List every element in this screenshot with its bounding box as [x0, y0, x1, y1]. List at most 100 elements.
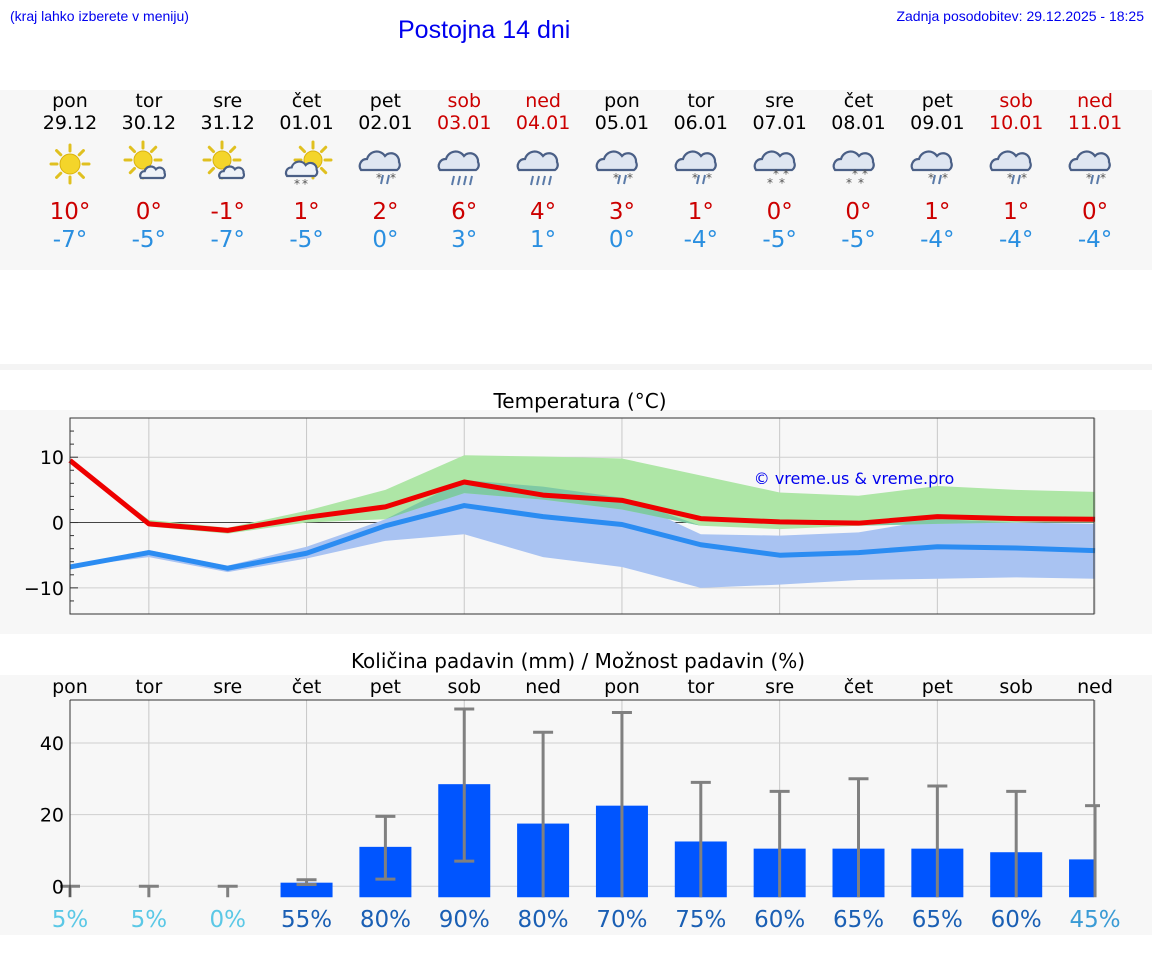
svg-text:*: *	[294, 177, 300, 190]
watermark: © vreme.us & vreme.pro	[754, 469, 955, 488]
day-name: tor	[135, 90, 163, 112]
max-temperature: -1°	[210, 199, 245, 225]
svg-text:*: *	[928, 171, 934, 185]
temp-ytick-label: −10	[24, 578, 64, 600]
page-title: Postojna 14 dni	[398, 16, 571, 44]
svg-text:*: *	[779, 176, 785, 190]
day-date: 02.01	[358, 112, 413, 134]
cloud-sleet-icon: * *	[674, 150, 717, 185]
day-forecast: tor 06.01 * * 1° -4°	[662, 90, 740, 254]
svg-text:*: *	[1021, 171, 1027, 185]
min-temperature: -7°	[52, 227, 88, 253]
min-temperature: 0°	[608, 227, 635, 253]
max-temperature: 1°	[687, 199, 714, 225]
day-date: 03.01	[437, 112, 492, 134]
min-temperature: -4°	[1077, 227, 1113, 253]
precip-day-label: ned	[1077, 676, 1113, 698]
temperature-chart: Temperatura (°C) −10 0 10 © vreme.us & vre…	[24, 389, 1096, 615]
day-name: sob	[999, 90, 1033, 112]
precip-probability-label: 5%	[52, 907, 89, 933]
precip-probability-label: 70%	[596, 907, 647, 933]
precip-probability-label: 45%	[1069, 907, 1120, 933]
sun-icon	[49, 143, 91, 185]
precip-day-label: sre	[213, 676, 242, 698]
cloud-snow-icon: * ** *	[753, 150, 796, 190]
tmin-range-band	[70, 480, 1096, 588]
svg-text:*: *	[862, 167, 868, 181]
day-date: 01.01	[279, 112, 334, 134]
precip-day-label: sre	[765, 676, 794, 698]
day-date: 06.01	[673, 112, 728, 134]
svg-text:*: *	[376, 171, 382, 185]
temperature-y-axis: −10 0 10	[24, 430, 78, 602]
max-temperature: 1°	[1003, 199, 1030, 225]
svg-text:*: *	[942, 171, 948, 185]
day-name: ned	[525, 90, 561, 112]
sun-cloud-icon	[202, 140, 245, 180]
cloud-sleet-icon: * *	[989, 150, 1033, 185]
temperature-chart-title: Temperatura (°C)	[492, 389, 666, 413]
cloud-sleet-icon: * *	[595, 150, 638, 185]
svg-text:*: *	[706, 171, 712, 185]
svg-text:*: *	[692, 171, 698, 185]
max-temperature: 1°	[924, 199, 951, 225]
max-temperature: 4°	[530, 199, 557, 225]
cloud-sleet-icon: * *	[910, 150, 954, 185]
precip-probability-label: 90%	[439, 907, 490, 933]
svg-text:*: *	[773, 167, 779, 181]
precip-day-label: pet	[370, 676, 401, 698]
tmax-line	[68, 458, 1096, 533]
precip-day-label: čet	[292, 676, 322, 698]
day-name: tor	[687, 90, 715, 112]
day-name: čet	[843, 90, 874, 112]
day-forecast: pon 29.12 10° -7°	[31, 90, 109, 254]
precipitation-whiskers	[60, 707, 1100, 898]
min-temperature: -5°	[841, 227, 876, 253]
day-date: 10.01	[988, 112, 1044, 134]
day-name: pon	[604, 90, 640, 112]
precip-ytick-label: 20	[40, 805, 64, 827]
last-update: Zadnja posodobitev: 29.12.2025 - 18:25	[896, 8, 1144, 24]
location-hint: (kraj lahko izberete v meniju)	[10, 8, 189, 24]
max-temperature: 2°	[372, 199, 399, 225]
precip-probability-label: 80%	[360, 907, 411, 933]
precip-bar	[280, 882, 333, 898]
daily-forecast-panel	[0, 90, 1152, 270]
precipitation-probability-row: 5% 5% 0% 55% 80% 90% 80% 70% 75% 60% 65% 65% 60% 45%	[52, 907, 1121, 933]
min-temperature: -5°	[131, 227, 167, 253]
temp-ytick-label: 0	[52, 513, 64, 535]
min-temperature: 0°	[372, 227, 399, 253]
day-forecast: sob 10.01 * * 1° -4°	[977, 90, 1055, 254]
precip-day-label: sob	[999, 676, 1033, 698]
day-forecast: ned 11.01 * * 0° -4°	[1056, 90, 1134, 254]
day-name: sre	[765, 90, 795, 112]
day-date: 09.01	[910, 112, 965, 134]
cloud-snow-icon: * ** *	[832, 150, 875, 190]
day-forecast: čet 01.01 * * 1° -5°	[268, 90, 346, 254]
precip-probability-label: 60%	[754, 907, 805, 933]
day-name: sob	[447, 90, 482, 112]
day-date: 11.01	[1067, 112, 1123, 134]
temperature-plot-frame	[69, 417, 1095, 615]
day-forecast: pon 05.01 * * 3° 0°	[583, 90, 661, 254]
precip-probability-label: 65%	[833, 907, 884, 933]
precip-probability-label: 65%	[912, 907, 963, 933]
precipitation-y-axis: 0 20 40	[40, 700, 71, 898]
svg-text:*: *	[858, 176, 864, 190]
day-forecast: sre 07.01 * * * * 0° -5°	[741, 90, 819, 254]
min-temperature: -4°	[683, 227, 719, 253]
max-temperature: 0°	[845, 199, 872, 225]
max-temperature: 3°	[608, 199, 635, 225]
svg-text:*: *	[783, 167, 789, 181]
precip-day-label: ned	[525, 676, 561, 698]
day-date: 30.12	[121, 112, 177, 134]
precip-probability-label: 5%	[131, 907, 168, 933]
precip-bar	[1069, 859, 1094, 898]
svg-text:*: *	[1100, 171, 1106, 185]
day-name: čet	[291, 90, 322, 112]
svg-text:*: *	[1086, 171, 1092, 185]
svg-text:*: *	[390, 171, 396, 185]
tmin-line	[69, 503, 1096, 571]
min-temperature: -4°	[998, 227, 1034, 253]
precip-day-label: pon	[604, 676, 640, 698]
